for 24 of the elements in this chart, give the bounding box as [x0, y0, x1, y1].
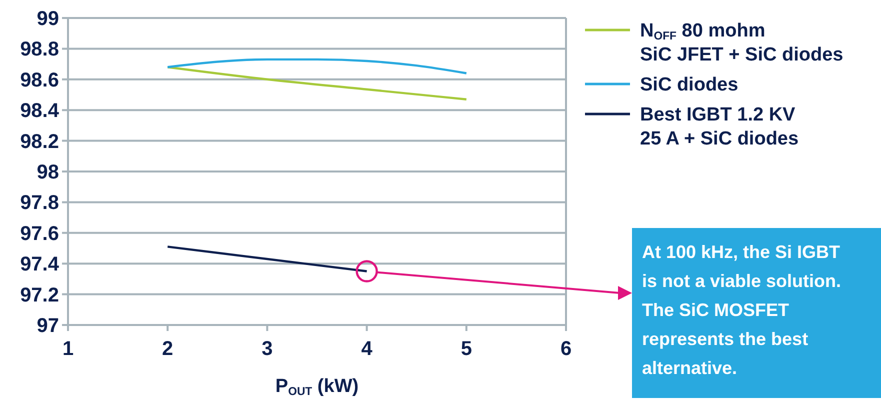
x-tick-label: 4: [361, 338, 374, 360]
y-tick-label: 97.8: [20, 192, 59, 214]
text: At 100 kHz, the Si IGBT is not a viable solution. The SiC MOSFET represents the best alternative.: [642, 242, 842, 378]
y-tick-label: 97.2: [20, 284, 59, 306]
y-tick-label: 98.4: [20, 100, 60, 122]
x-tick-label: 5: [460, 338, 472, 360]
x-tick-label: 6: [560, 338, 572, 360]
y-tick-label: 97: [36, 315, 59, 337]
y-tick-label: 98.2: [20, 130, 59, 153]
line-series: [166, 66, 468, 100]
y-tick-label: 99: [36, 8, 59, 30]
legend-label: Best IGBT 1.2 KV 25 A + SiC diodes: [640, 104, 799, 150]
y-tick-label: 98.6: [20, 69, 59, 92]
y-tick-label: 98.8: [20, 38, 59, 61]
y-tick-label: 98: [36, 162, 59, 184]
legend-label: SiC diodes: [640, 74, 738, 96]
x-tick-label: 3: [262, 338, 273, 360]
x-tick-label: 2: [162, 338, 174, 360]
legend-label: N$_{OFF}$ 80 mohm SiC JFET + SiC diodes: [640, 20, 844, 66]
y-tick-label: 97.4: [20, 254, 60, 276]
x-axis-title: P$_{OUT}$ (kW): [275, 376, 359, 398]
x-tick-label: 1: [62, 338, 74, 360]
line-series: [166, 58, 468, 74]
y-tick-label: 97.6: [20, 222, 59, 245]
